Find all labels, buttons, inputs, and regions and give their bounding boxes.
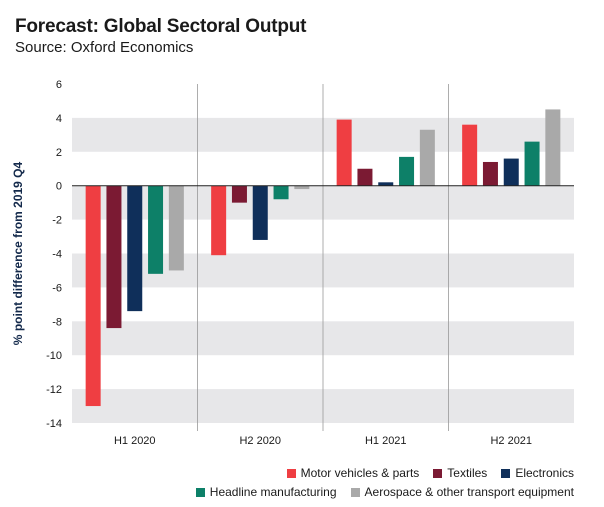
y-tick-label: 0 [56,181,62,193]
bar-motor-vehicles-parts-h1-2021 [336,119,352,186]
bar-motor-vehicles-parts-h2-2021 [462,124,478,186]
bar-aerospace-other-transport-equipment-h1-2020 [168,185,184,271]
legend-item: Motor vehicles & parts [286,466,420,480]
legend-label: Textiles [447,466,488,480]
x-category-label: H1 2020 [114,435,156,447]
legend-row-2: Headline manufacturing Aerospace & other … [195,485,574,499]
y-tick-label: 2 [56,147,62,159]
legend-row-1: Motor vehicles & parts Textiles Electronic… [286,466,574,480]
x-category-label: H2 2020 [239,435,281,447]
bar-textiles-h2-2021 [482,161,498,186]
legend-label: Headline manufacturing [209,485,337,499]
x-category-label: H1 2021 [365,435,407,447]
bar-electronics-h2-2021 [503,158,519,186]
y-tick-label: -6 [52,282,62,294]
y-tick-label: -4 [52,249,62,261]
y-tick-label: 6 [56,79,62,91]
bar-motor-vehicles-parts-h1-2020 [85,185,101,407]
legend-swatch [350,487,360,497]
bar-headline-manufacturing-h2-2020 [273,185,289,200]
legend-swatch [286,468,296,478]
legend-item: Headline manufacturing [195,485,337,499]
y-tick-label: -2 [52,215,62,227]
bar-electronics-h1-2021 [378,182,394,186]
bar-textiles-h1-2020 [106,185,122,329]
bar-aerospace-other-transport-equipment-h2-2021 [545,109,561,186]
x-category-label: H2 2021 [490,435,532,447]
legend-label: Aerospace & other transport equipment [364,485,574,499]
y-tick-label: -14 [46,418,62,430]
legend-label: Motor vehicles & parts [300,466,420,480]
legend-item: Aerospace & other transport equipment [350,485,574,499]
legend-swatch [195,487,205,497]
y-tick-label: 4 [56,113,62,125]
legend-swatch [433,468,443,478]
legend-label: Electronics [515,466,574,480]
legend-item: Electronics [501,466,574,480]
y-tick-label: -10 [46,350,62,362]
y-tick-label: -12 [46,384,62,396]
legend-swatch [501,468,511,478]
bar-textiles-h2-2020 [231,185,247,203]
bar-aerospace-other-transport-equipment-h2-2020 [294,185,310,190]
bar-headline-manufacturing-h1-2020 [148,185,164,274]
bar-headline-manufacturing-h1-2021 [399,156,415,186]
bar-electronics-h1-2020 [127,185,143,312]
y-tick-label: -8 [52,316,62,328]
bar-textiles-h1-2021 [357,168,373,186]
bar-electronics-h2-2020 [252,185,268,240]
y-axis-label: % point difference from 2019 Q4 [11,161,25,345]
bar-aerospace-other-transport-equipment-h1-2021 [419,129,435,186]
chart-title: Forecast: Global Sectoral Output [15,16,307,37]
chart-subtitle: Source: Oxford Economics [15,39,194,56]
legend-item: Textiles [433,466,487,480]
bar-motor-vehicles-parts-h2-2020 [211,185,227,256]
bar-headline-manufacturing-h2-2021 [524,141,540,186]
